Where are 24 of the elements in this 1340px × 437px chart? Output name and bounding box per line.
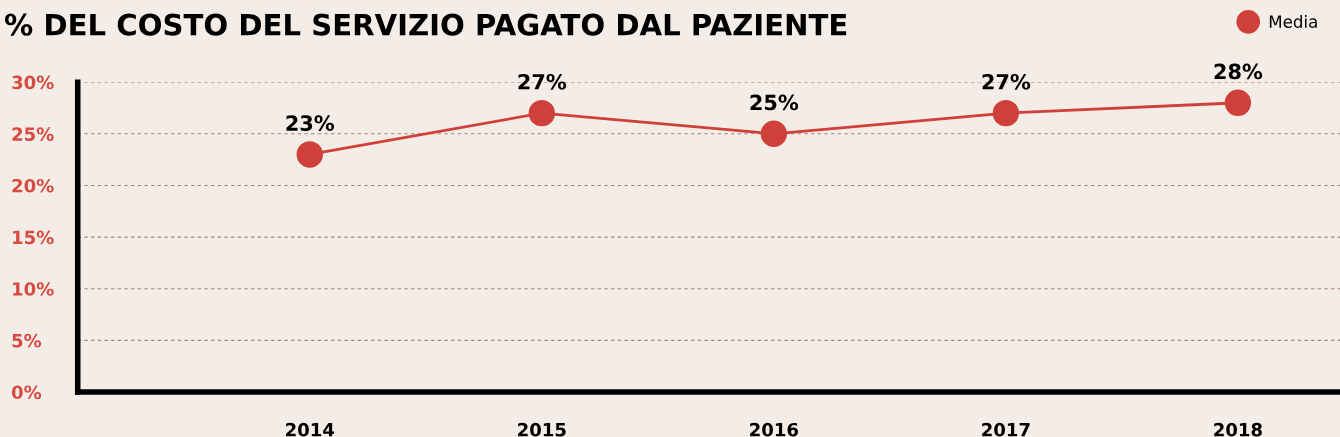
legend-label: Media: [1269, 15, 1317, 28]
y-tick-label: 20%: [12, 178, 54, 193]
x-tick-label: 2018: [1214, 422, 1262, 437]
y-tick-label: 10%: [13, 282, 54, 296]
y-tick-label: 5%: [12, 333, 42, 348]
point: [992, 99, 1020, 127]
point: [296, 141, 323, 168]
y-tick-label: 0%: [11, 385, 42, 400]
data-label: 25%: [750, 94, 799, 111]
y-tick-label: 25%: [12, 127, 54, 141]
x-tick-label: 2014: [286, 422, 335, 437]
x-tick-label: 2016: [750, 422, 798, 437]
data-label: 27%: [518, 73, 567, 90]
point: [760, 120, 788, 147]
data-label: 28%: [1214, 63, 1263, 80]
x-tick-label: 2017: [982, 422, 1030, 437]
chart-title: % DEL COSTO DEL SERVIZIO PAGATO DAL PAZIENTE: [4, 13, 847, 36]
point: [1224, 89, 1252, 117]
y-tick-label: 30%: [12, 75, 54, 90]
y-tick-label: 15%: [13, 230, 54, 245]
data-label: 23%: [286, 115, 335, 131]
data-label: 27%: [982, 73, 1031, 90]
point: [528, 99, 555, 127]
x-tick-label: 2015: [518, 422, 566, 437]
